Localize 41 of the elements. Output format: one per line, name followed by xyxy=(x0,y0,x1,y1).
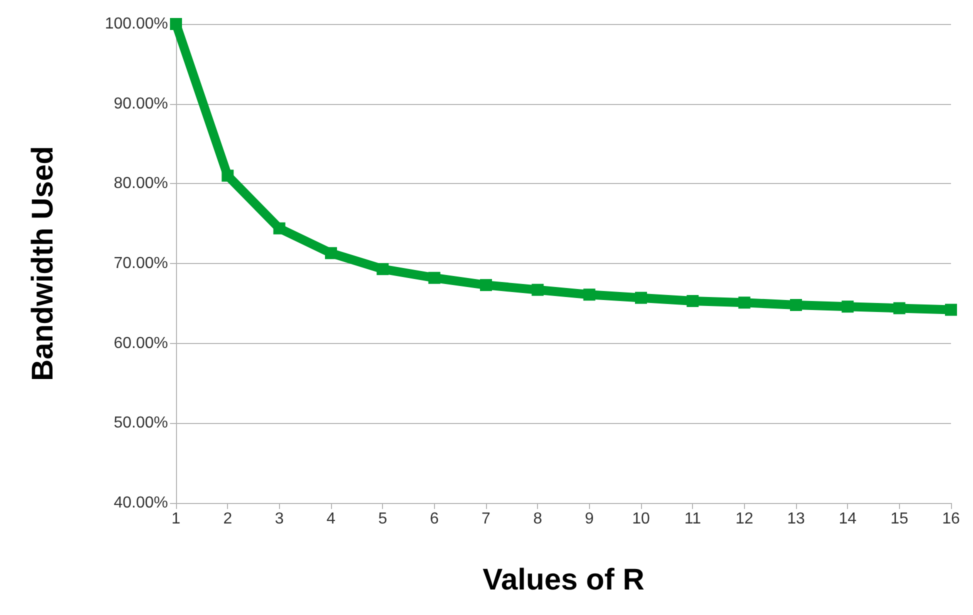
y-tick-label: 60.00% xyxy=(114,334,168,352)
x-tick-label: 2 xyxy=(223,510,232,528)
point xyxy=(273,222,286,234)
point xyxy=(222,170,234,182)
x-tick-label: 10 xyxy=(632,510,650,528)
x-tick-label: 4 xyxy=(326,510,336,528)
y-axis-title: Bandwidth Used xyxy=(26,146,60,382)
x-tick-label: 7 xyxy=(482,510,491,528)
point xyxy=(790,299,802,312)
y-tick-label: 50.00% xyxy=(114,414,168,432)
x-tick-label: 8 xyxy=(533,510,542,528)
y-tick-label: 80.00% xyxy=(114,175,168,192)
x-tick-label: 12 xyxy=(735,510,754,528)
x-tick-label: 14 xyxy=(838,510,857,528)
point xyxy=(842,300,854,313)
point xyxy=(376,263,389,276)
x-tick-label: 13 xyxy=(787,510,805,528)
point xyxy=(635,292,647,304)
y-tick-label: 100.00% xyxy=(104,16,168,32)
x-tick-label: 1 xyxy=(172,510,181,528)
y-tick-label: 90.00% xyxy=(114,95,168,112)
y-tick-label: 70.00% xyxy=(114,255,168,272)
point xyxy=(686,295,699,308)
point xyxy=(893,302,906,314)
point xyxy=(170,18,182,30)
point xyxy=(480,279,492,292)
x-tick-label: 11 xyxy=(684,510,702,528)
x-tick-label: 15 xyxy=(890,510,908,528)
x-tick-label: 9 xyxy=(584,510,594,528)
x-tick-label: 6 xyxy=(430,510,439,528)
point xyxy=(532,284,544,296)
point xyxy=(428,272,440,284)
point xyxy=(325,247,337,260)
y-tick-label: 40.00% xyxy=(114,494,168,512)
x-tick-label: 5 xyxy=(378,510,388,528)
x-axis-title: Values of R xyxy=(482,564,645,596)
x-tick-label: 3 xyxy=(274,510,284,528)
point xyxy=(945,304,957,316)
point xyxy=(738,296,750,309)
x-tick-label: 16 xyxy=(942,510,960,528)
point xyxy=(583,288,596,301)
